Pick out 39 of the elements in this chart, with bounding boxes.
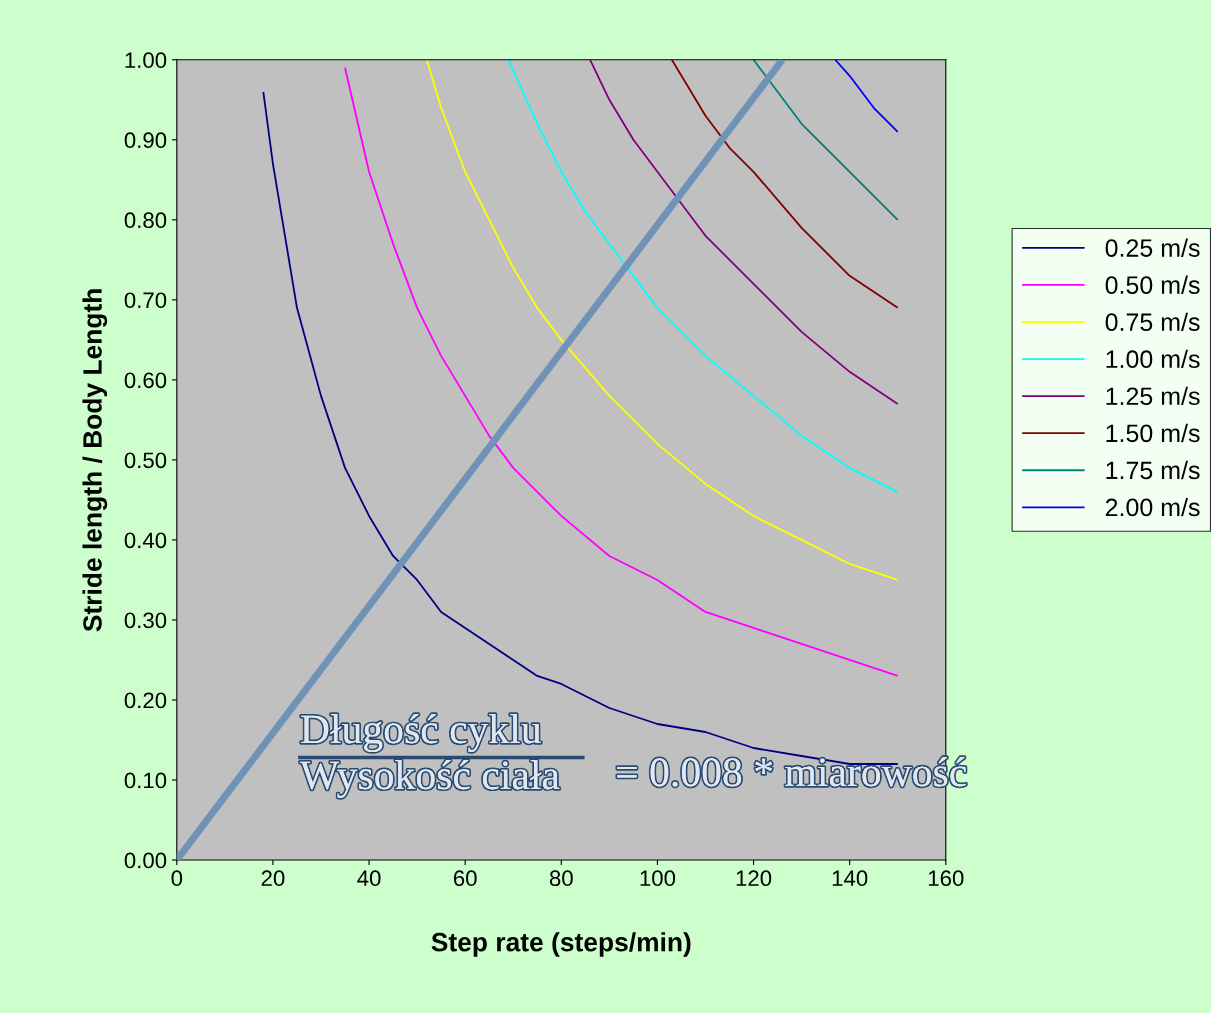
y-tick-label: 0.70 (124, 292, 167, 309)
line-series (670, 59, 899, 309)
x-tick-label: 60 (453, 870, 477, 887)
legend-label: 2.00 m/s (1105, 497, 1200, 517)
legend-label: 0.50 m/s (1105, 275, 1200, 294)
x-tick-label: 80 (549, 870, 573, 887)
x-tick-label: 120 (736, 870, 772, 887)
y-tick-label: 1.00 (125, 52, 167, 69)
annotation: Wysokość ciała (299, 760, 560, 798)
x-tick-label: 100 (640, 870, 676, 887)
line-series (425, 59, 899, 581)
legend-label: 0.75 m/s (1105, 312, 1200, 331)
y-axis-title: Stride length / Body Length (82, 289, 108, 632)
x-tick-label: 40 (357, 870, 381, 887)
y-tick-label: 0.50 (124, 452, 167, 469)
legend-label: 1.00 m/s (1106, 349, 1200, 369)
annotation: Długość cyklu (301, 714, 541, 752)
legend-label: 1.75 m/s (1106, 460, 1200, 480)
y-tick-label: 0.10 (124, 772, 167, 789)
legend-label: 1.50 m/s (1106, 423, 1200, 443)
x-axis-title: Step rate (steps/min) (431, 932, 691, 957)
line-series (589, 59, 899, 405)
x-tick-label: 0 (171, 870, 183, 887)
line-series (507, 59, 899, 493)
line-series (834, 59, 899, 133)
y-tick-label: 0.20 (124, 692, 167, 709)
y-tick-label: 0.60 (124, 372, 167, 389)
y-tick-label: 0.80 (124, 212, 167, 229)
y-tick-label: 0.40 (124, 532, 167, 549)
x-tick-label: 160 (928, 870, 964, 887)
line-series (344, 66, 899, 677)
legend-label: 0.25 m/s (1105, 238, 1200, 257)
x-tick-label: 140 (832, 870, 868, 887)
line-series (752, 59, 899, 221)
x-tick-label: 20 (261, 870, 285, 887)
y-tick-label: 0.30 (124, 612, 167, 629)
y-tick-label: 0.00 (124, 852, 167, 869)
legend-label: 1.25 m/s (1106, 386, 1200, 406)
y-tick-label: 0.90 (124, 132, 167, 149)
